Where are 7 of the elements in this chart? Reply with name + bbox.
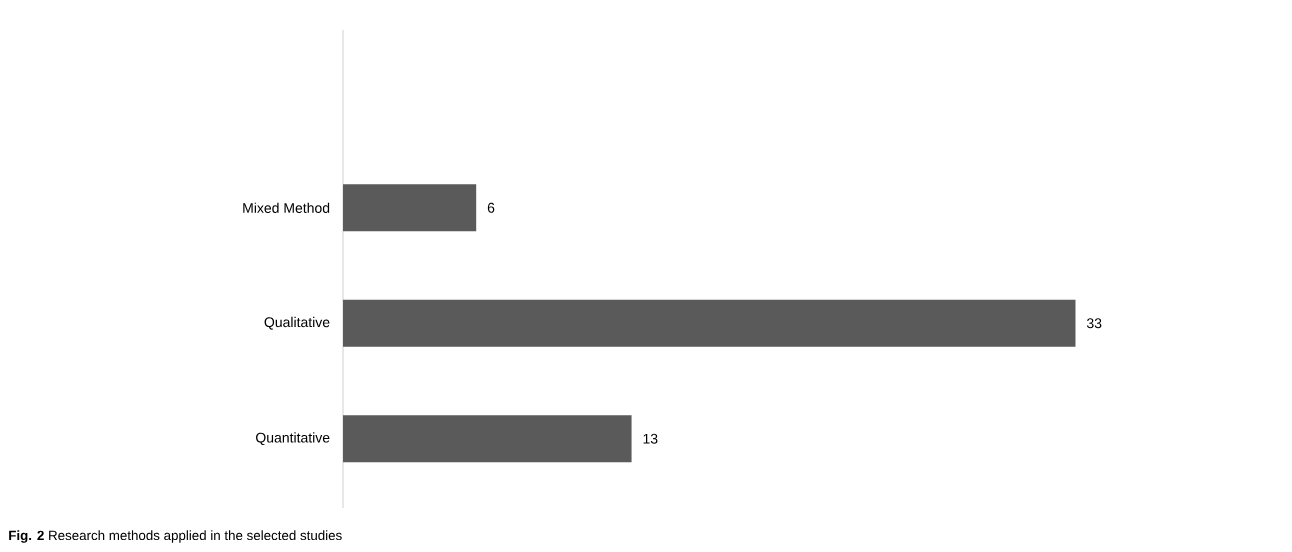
text: Fig. 2 Research methods applied in the selected studies [9, 530, 342, 543]
y-tick-label: Mixed Method [243, 202, 330, 213]
y-tick-label: Quantitative [256, 432, 330, 446]
data-label: 6 [487, 202, 495, 213]
data-label: 13 [643, 433, 658, 444]
data-label: 33 [1086, 318, 1102, 329]
y-tick-label: Qualitative [264, 316, 330, 330]
